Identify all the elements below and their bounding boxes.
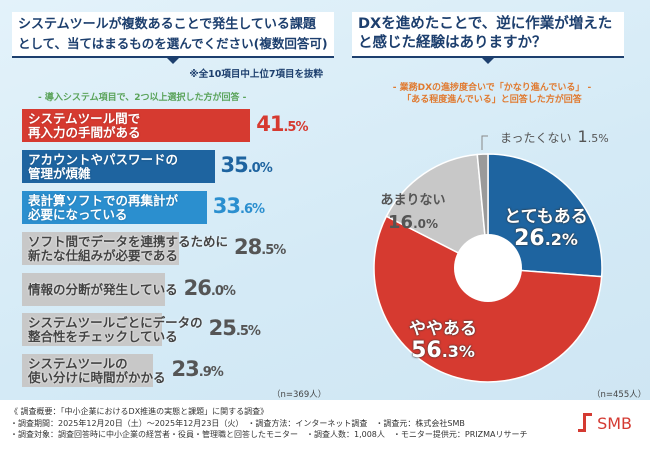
bar-label: システムツールの bbox=[28, 356, 128, 371]
title-line: と感じた経験はありますか？ bbox=[358, 35, 547, 51]
right-sample-size: （n=455人） bbox=[592, 390, 647, 400]
logo-text: SMB bbox=[597, 413, 632, 433]
survey-footer: 《 調査概要：「中小企業におけるDX推進の実態と課題」に関する調査》 ・調査期間… bbox=[0, 400, 650, 450]
slice-label: ややある 56.3% bbox=[393, 318, 493, 363]
bar-label: アカウントやパスワードの bbox=[28, 152, 179, 167]
bar: システムツール間で 再入力の手間がある bbox=[22, 109, 251, 142]
bar-label: システムツールごとにデータの bbox=[28, 315, 203, 330]
slice-label: とてもある 26.2% bbox=[496, 206, 596, 251]
right-question-title: DXを進めたことで、逆に作業が増えた と感じた経験はありますか？ bbox=[352, 12, 624, 64]
bar-label: ソフト間でデータを連携するために bbox=[28, 234, 229, 249]
title-line: DXを進めたことで、逆に作業が増えた bbox=[358, 16, 613, 32]
slice-value: 56.3% bbox=[411, 338, 475, 363]
bar-label: 整合性をチェックしている bbox=[28, 329, 178, 344]
left-question-title: システムツールが複数あることで発生している課題 として、当てはまるものを選んでく… bbox=[12, 12, 334, 64]
bar: システムツールごとにデータの 整合性をチェックしている bbox=[22, 313, 203, 346]
donut-hole bbox=[454, 234, 522, 302]
smb-logo-icon bbox=[578, 413, 593, 432]
bar: 情報の分断が発生している bbox=[22, 273, 178, 306]
excerpt-note: ※全10項目中上位7項目を抜粋 bbox=[189, 69, 323, 80]
bar-value: 26.0% bbox=[183, 276, 236, 300]
slice-label: あまりない 16.0% bbox=[363, 190, 463, 235]
bar-label: 使い分けに時間がかかる bbox=[28, 370, 166, 385]
right-subtitle: - 業務DXの進捗度合いで「かなり進んでいる」 - 「ある程度進んでいる」と回答… bbox=[372, 82, 612, 106]
footer-line: ・調査期間：2025年12月20日（土）～2025年12月23日（火） ・調査方… bbox=[10, 418, 465, 428]
donut-slice bbox=[487, 153, 603, 278]
subtitle-line: - 業務DXの進捗度合いで「かなり進んでいる」 - bbox=[392, 83, 592, 93]
subtitle-line: 「ある程度進んでいる」と回答した方が回答 bbox=[402, 95, 582, 105]
pointer-triangle bbox=[165, 57, 180, 64]
slice-name: まったくない bbox=[500, 131, 572, 145]
donut-chart bbox=[373, 135, 603, 383]
slice-value: 26.2% bbox=[514, 226, 578, 251]
bar: システムツールの 使い分けに時間がかかる bbox=[22, 354, 166, 387]
bar-value: 41.5% bbox=[256, 112, 308, 136]
pointer-triangle bbox=[481, 57, 495, 64]
bar-label: 管理が煩雑 bbox=[28, 166, 91, 181]
title-line: として、当てはまるものを選んでください(複数回答可) bbox=[18, 36, 328, 51]
bar: ソフト間でデータを連携するために 新たな仕組みが必要である bbox=[22, 232, 228, 265]
slice-name: とてもある bbox=[504, 207, 588, 227]
slice-label: まったくない 1.5% bbox=[500, 126, 640, 150]
slice-name: あまりない bbox=[380, 193, 446, 208]
bar-value: 35.0% bbox=[220, 153, 273, 177]
bar-value: 25.5% bbox=[208, 316, 261, 340]
bar-label: 必要になっている bbox=[28, 207, 128, 222]
bar: 表計算ソフトでの再集計が 必要になっている bbox=[22, 191, 207, 224]
bar-label: 表計算ソフトでの再集計が bbox=[28, 193, 179, 208]
bar-label: システムツール間で bbox=[28, 111, 141, 126]
bar-label: 新たな仕組みが必要である bbox=[28, 248, 178, 263]
footer-line: 《 調査概要：「中小企業におけるDX推進の実態と課題」に関する調査》 bbox=[10, 407, 269, 416]
title-line: システムツールが複数あることで発生している課題 bbox=[18, 17, 316, 32]
bar-value: 33.6% bbox=[212, 194, 265, 218]
bar-value: 23.9% bbox=[171, 357, 224, 381]
bar: アカウントやパスワードの 管理が煩雑 bbox=[22, 150, 215, 183]
left-sample-size: （n=369人） bbox=[272, 390, 327, 400]
slice-name: ややある bbox=[409, 319, 477, 339]
leader-line bbox=[481, 135, 488, 150]
smb-logo: SMB bbox=[575, 412, 632, 434]
bar-label: 情報の分断が発生している bbox=[28, 282, 178, 297]
footer-line: ・調査対象：調査回答時に中小企業の経営者・役員・管理職と回答したモニター ・調査… bbox=[10, 430, 528, 439]
slice-value: 16.0% bbox=[388, 212, 438, 233]
bar-value: 28.5% bbox=[234, 235, 286, 259]
bar-label: 再入力の手間がある bbox=[28, 125, 141, 140]
slice-value: 1.5% bbox=[577, 127, 609, 146]
left-subtitle: - 導入システム項目で、2つ以上選択した方が回答 - bbox=[38, 93, 247, 103]
